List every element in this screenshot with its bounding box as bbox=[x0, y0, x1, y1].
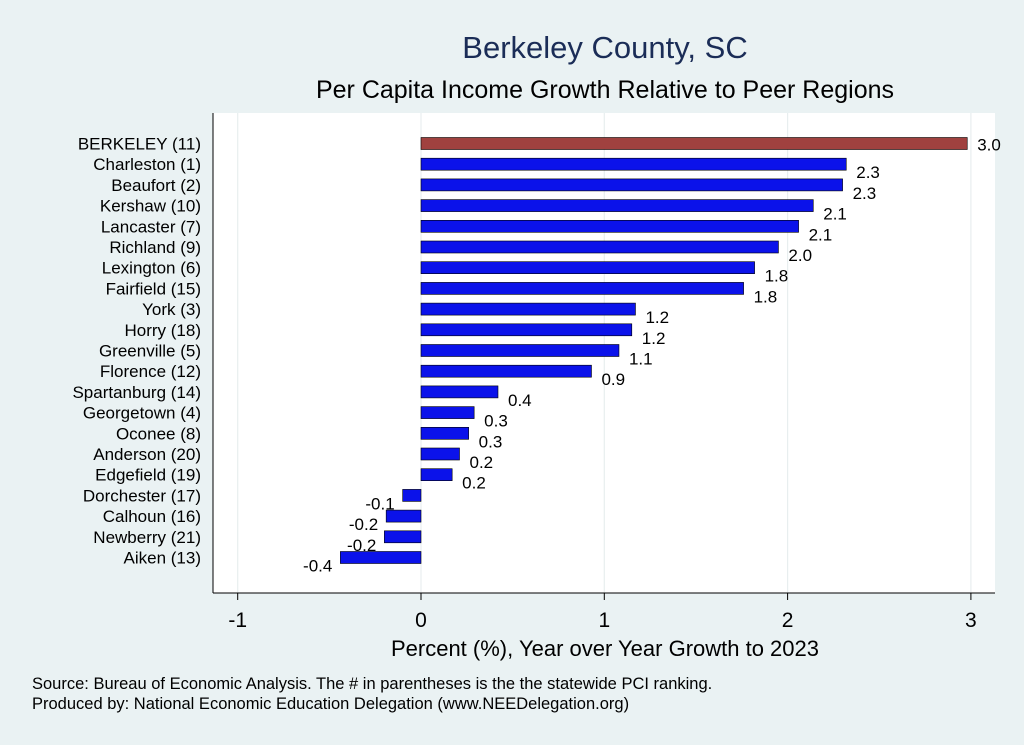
value-label: 0.4 bbox=[508, 391, 532, 410]
value-label: 2.0 bbox=[788, 246, 812, 265]
x-axis-ticks: -1 0 1 2 3 bbox=[228, 593, 977, 632]
value-label: 0.2 bbox=[462, 474, 486, 493]
bar bbox=[420, 447, 460, 461]
value-label: -0.2 bbox=[349, 515, 378, 534]
value-label: 2.1 bbox=[809, 225, 833, 244]
bar bbox=[420, 282, 744, 295]
value-label: 2.1 bbox=[823, 205, 847, 224]
category-label: Georgetown (4) bbox=[83, 404, 201, 423]
bar bbox=[420, 364, 592, 378]
category-label: Horry (18) bbox=[124, 321, 201, 340]
bar bbox=[420, 178, 843, 192]
x-tick-label: 2 bbox=[782, 609, 794, 632]
x-tick-label: 3 bbox=[965, 609, 977, 632]
bar bbox=[385, 509, 422, 523]
bar bbox=[420, 261, 755, 275]
category-label: Greenville (5) bbox=[99, 342, 201, 361]
category-label: Oconee (8) bbox=[116, 424, 201, 443]
bar bbox=[420, 426, 469, 440]
category-label: Aiken (13) bbox=[124, 549, 201, 568]
x-tick-label: 1 bbox=[598, 609, 610, 632]
value-label: 0.3 bbox=[479, 432, 503, 451]
category-label: Edgefield (19) bbox=[95, 466, 201, 485]
chart-title: Berkeley County, SC bbox=[462, 30, 747, 65]
bar bbox=[420, 302, 636, 316]
bar bbox=[420, 344, 620, 357]
chart-subtitle: Per Capita Income Growth Relative to Pee… bbox=[316, 76, 894, 104]
value-label: 0.3 bbox=[484, 412, 508, 431]
category-label: Dorchester (17) bbox=[83, 486, 201, 505]
x-tick-label: 0 bbox=[415, 609, 427, 632]
value-label: 1.1 bbox=[629, 350, 653, 369]
category-label: Spartanburg (14) bbox=[72, 383, 201, 402]
bar bbox=[420, 385, 499, 399]
value-label: 1.2 bbox=[645, 308, 669, 327]
value-label: 2.3 bbox=[853, 184, 877, 203]
bar bbox=[420, 323, 633, 337]
category-label: BERKELEY (11) bbox=[78, 135, 201, 154]
category-label: Kershaw (10) bbox=[100, 197, 201, 216]
x-axis-title: Percent (%), Year over Year Growth to 20… bbox=[391, 636, 819, 661]
bar bbox=[402, 489, 422, 502]
bar bbox=[340, 551, 422, 564]
value-label: 1.8 bbox=[754, 287, 778, 306]
producer-note: Produced by: National Economic Education… bbox=[32, 695, 629, 713]
category-label: York (3) bbox=[142, 300, 201, 319]
bar bbox=[420, 220, 799, 233]
bar bbox=[420, 468, 453, 482]
bar bbox=[420, 157, 847, 171]
value-label: -0.4 bbox=[303, 557, 332, 576]
bar bbox=[420, 199, 814, 212]
category-label: Anderson (20) bbox=[93, 445, 201, 464]
x-tick-label: -1 bbox=[228, 609, 247, 632]
category-label: Calhoun (16) bbox=[103, 507, 201, 526]
category-label: Florence (12) bbox=[100, 362, 201, 381]
category-label: Lancaster (7) bbox=[101, 217, 201, 236]
value-label: 0.9 bbox=[601, 370, 625, 389]
value-labels: 3.02.32.32.12.12.01.81.81.21.21.10.90.40… bbox=[303, 136, 1001, 576]
bar bbox=[384, 530, 422, 544]
value-label: -0.1 bbox=[365, 494, 394, 513]
bar bbox=[420, 137, 968, 150]
category-label: Beaufort (2) bbox=[111, 176, 201, 195]
category-label: Lexington (6) bbox=[102, 259, 201, 278]
category-label: Richland (9) bbox=[109, 238, 201, 257]
value-label: 1.8 bbox=[765, 267, 789, 286]
value-label: 1.2 bbox=[642, 329, 666, 348]
value-label: 2.3 bbox=[856, 163, 880, 182]
category-label: Newberry (21) bbox=[93, 528, 201, 547]
bar bbox=[420, 406, 475, 419]
category-labels: BERKELEY (11)Charleston (1) Beaufort (2) K… bbox=[72, 135, 201, 568]
bar bbox=[420, 240, 779, 254]
category-label: Charleston (1) bbox=[93, 155, 201, 174]
bars bbox=[340, 137, 968, 564]
category-label: Fairfield (15) bbox=[106, 279, 201, 298]
value-label: -0.2 bbox=[347, 536, 376, 555]
value-label: 3.0 bbox=[977, 136, 1001, 155]
value-label: 0.2 bbox=[469, 453, 493, 472]
source-note: Source: Bureau of Economic Analysis. The… bbox=[32, 675, 712, 693]
